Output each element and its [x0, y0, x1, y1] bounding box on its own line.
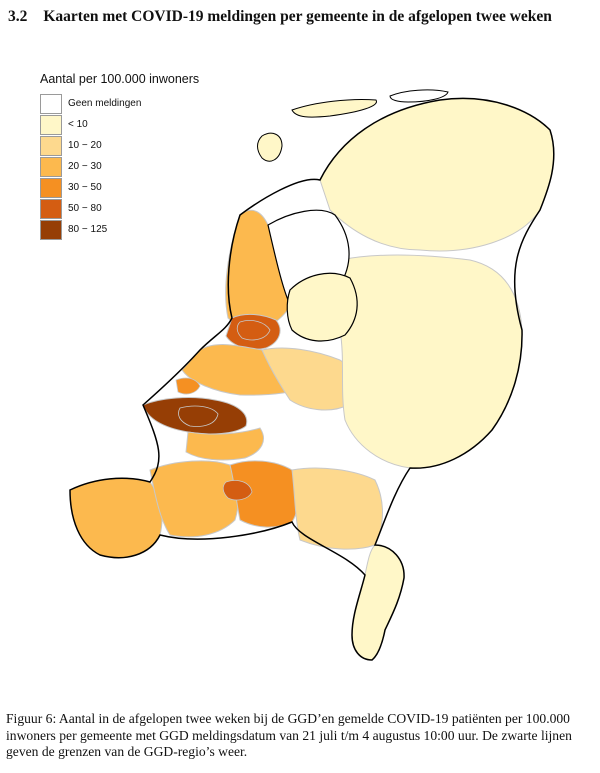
water-bodies: [267, 209, 358, 342]
region-west-brabant: [149, 460, 239, 538]
hotspot-tilburg: [222, 480, 253, 501]
hotspot-rotterdam: [178, 405, 219, 427]
hotspot-shapes: [175, 320, 271, 501]
island-ameland-schiermonnikoog: [389, 89, 449, 103]
country-border: [69, 97, 555, 661]
legend-swatch: [40, 178, 62, 198]
region-noord-nederland: [319, 97, 555, 252]
figure-caption: Figuur 6: Aantal in de afgelopen twee we…: [6, 711, 572, 759]
region-zeeland: [69, 477, 163, 559]
legend-title: Aantal per 100.000 inwoners: [40, 72, 200, 86]
legend-label: 80 − 125: [68, 224, 108, 235]
country-outline: [69, 97, 555, 661]
section-title: Kaarten met COVID-19 meldingen per gemee…: [43, 8, 552, 25]
islands: [257, 89, 449, 162]
region-zo-brabant: [291, 467, 383, 550]
region-oost-nederland: [339, 254, 523, 469]
region-zh-zuid: [185, 427, 264, 461]
legend-label: 50 − 80: [68, 203, 102, 214]
flevoland: [286, 272, 358, 342]
netherlands-choropleth-map: [69, 89, 555, 661]
legend-swatch: [40, 115, 62, 135]
island-vlieland-terschelling: [291, 99, 377, 118]
section-number: 3.2: [8, 8, 28, 25]
section-heading: 3.2 Kaarten met COVID-19 meldingen per ge…: [8, 8, 598, 26]
legend-label: < 10: [68, 119, 88, 130]
region-limburg: [351, 544, 405, 661]
legend-swatch: [40, 157, 62, 177]
legend-label: 30 − 50: [68, 182, 102, 193]
legend-swatch: [40, 136, 62, 156]
legend-label: Geen meldingen: [68, 98, 142, 109]
legend-label: 20 − 30: [68, 161, 102, 172]
hotspot-amsterdam: [236, 320, 271, 341]
legend-swatch: [40, 199, 62, 219]
hotspot-den-haag: [175, 377, 201, 395]
region-shapes: [69, 97, 555, 661]
island-texel: [257, 132, 283, 162]
legend-label: 10 − 20: [68, 140, 102, 151]
legend-swatch: [40, 220, 62, 240]
legend-swatch: [40, 94, 62, 114]
